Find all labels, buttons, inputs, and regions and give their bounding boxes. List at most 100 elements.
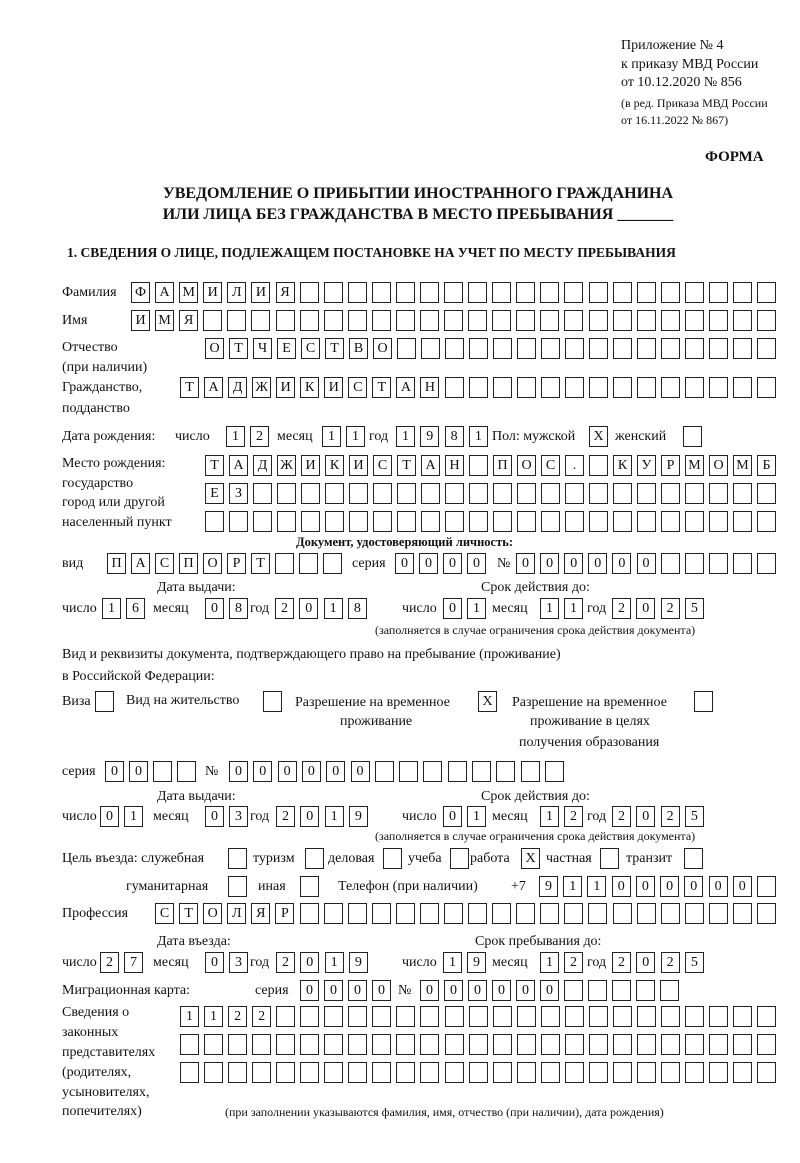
char-cell[interactable] <box>565 511 584 532</box>
char-cell[interactable] <box>588 1006 608 1027</box>
char-cell[interactable] <box>709 338 728 359</box>
char-cell[interactable] <box>299 282 319 303</box>
char-cell[interactable]: С <box>155 903 174 924</box>
char-cell[interactable] <box>347 903 367 924</box>
char-cell[interactable]: 2 <box>275 598 294 619</box>
char-cell[interactable] <box>708 553 728 574</box>
char-cell[interactable]: Т <box>180 377 199 398</box>
char-cell[interactable] <box>373 483 392 504</box>
char-cell[interactable]: 0 <box>636 553 656 574</box>
char-cell[interactable] <box>492 1034 512 1055</box>
char-cell[interactable]: Т <box>397 455 416 476</box>
char-cell[interactable]: П <box>107 553 126 574</box>
char-cell[interactable]: 2 <box>612 598 631 619</box>
char-cell[interactable]: 0 <box>636 598 656 619</box>
char-cell[interactable] <box>324 1006 344 1027</box>
char-cell[interactable]: 2 <box>276 806 295 827</box>
char-cell[interactable] <box>636 1034 656 1055</box>
char-cell[interactable] <box>516 1062 536 1083</box>
char-cell[interactable]: 0 <box>540 980 559 1001</box>
char-cell[interactable]: 0 <box>635 876 655 897</box>
char-cell[interactable]: М <box>155 310 175 331</box>
char-cell[interactable] <box>444 377 464 398</box>
char-cell[interactable] <box>612 1062 632 1083</box>
char-cell[interactable] <box>323 310 343 331</box>
char-cell[interactable] <box>564 310 584 331</box>
checkbox-cell[interactable] <box>228 876 247 897</box>
char-cell[interactable]: И <box>276 377 296 398</box>
char-cell[interactable] <box>444 903 463 924</box>
checkbox-cell[interactable] <box>600 848 619 869</box>
char-cell[interactable]: Я <box>251 903 271 924</box>
char-cell[interactable] <box>612 1006 632 1027</box>
char-cell[interactable]: 1 <box>346 426 365 447</box>
char-cell[interactable] <box>588 1062 608 1083</box>
char-cell[interactable] <box>541 511 560 532</box>
char-cell[interactable]: Б <box>757 455 776 476</box>
char-cell[interactable] <box>444 1034 464 1055</box>
char-cell[interactable]: 0 <box>277 761 297 782</box>
char-cell[interactable] <box>564 1034 584 1055</box>
char-cell[interactable] <box>468 1006 488 1027</box>
char-cell[interactable]: 0 <box>205 598 224 619</box>
char-cell[interactable]: 9 <box>420 426 440 447</box>
char-cell[interactable]: О <box>203 903 223 924</box>
char-cell[interactable] <box>419 282 439 303</box>
char-cell[interactable] <box>300 1034 320 1055</box>
char-cell[interactable] <box>660 1034 680 1055</box>
char-cell[interactable] <box>612 377 632 398</box>
char-cell[interactable] <box>660 980 679 1001</box>
char-cell[interactable] <box>684 553 704 574</box>
char-cell[interactable]: П <box>179 553 198 574</box>
char-cell[interactable]: 3 <box>229 806 248 827</box>
char-cell[interactable]: Н <box>420 377 440 398</box>
char-cell[interactable]: И <box>324 377 344 398</box>
char-cell[interactable]: 1 <box>204 1006 223 1027</box>
char-cell[interactable]: 2 <box>250 426 269 447</box>
char-cell[interactable]: И <box>251 282 271 303</box>
char-cell[interactable] <box>757 338 776 359</box>
char-cell[interactable] <box>685 338 704 359</box>
char-cell[interactable]: В <box>349 338 368 359</box>
char-cell[interactable] <box>685 483 704 504</box>
char-cell[interactable] <box>636 1062 656 1083</box>
char-cell[interactable] <box>468 282 488 303</box>
char-cell[interactable]: П <box>493 455 512 476</box>
char-cell[interactable] <box>395 310 415 331</box>
char-cell[interactable] <box>516 1006 536 1027</box>
char-cell[interactable]: 2 <box>564 806 583 827</box>
char-cell[interactable]: 1 <box>540 806 559 827</box>
char-cell[interactable] <box>277 483 296 504</box>
char-cell[interactable] <box>374 761 394 782</box>
char-cell[interactable] <box>661 338 680 359</box>
char-cell[interactable]: 0 <box>443 806 462 827</box>
char-cell[interactable] <box>516 310 536 331</box>
char-cell[interactable]: 1 <box>443 952 462 973</box>
char-cell[interactable] <box>468 377 488 398</box>
char-cell[interactable]: А <box>396 377 416 398</box>
char-cell[interactable]: 0 <box>516 980 535 1001</box>
char-cell[interactable]: . <box>565 455 584 476</box>
char-cell[interactable]: Ч <box>253 338 272 359</box>
char-cell[interactable] <box>372 1062 392 1083</box>
char-cell[interactable] <box>371 310 391 331</box>
char-cell[interactable]: 3 <box>229 952 248 973</box>
char-cell[interactable]: 8 <box>229 598 248 619</box>
char-cell[interactable] <box>180 1034 199 1055</box>
checkbox-cell[interactable] <box>263 691 282 712</box>
char-cell[interactable]: 1 <box>467 806 486 827</box>
char-cell[interactable] <box>253 483 272 504</box>
char-cell[interactable] <box>275 310 295 331</box>
char-cell[interactable] <box>757 282 776 303</box>
char-cell[interactable] <box>227 310 247 331</box>
char-cell[interactable]: 0 <box>660 876 680 897</box>
char-cell[interactable] <box>276 1062 296 1083</box>
char-cell[interactable]: Т <box>229 338 248 359</box>
char-cell[interactable] <box>564 980 583 1001</box>
char-cell[interactable]: 2 <box>276 952 295 973</box>
char-cell[interactable] <box>396 1062 416 1083</box>
char-cell[interactable] <box>684 282 704 303</box>
char-cell[interactable]: 0 <box>443 553 462 574</box>
checkbox-cell[interactable] <box>684 848 703 869</box>
char-cell[interactable]: Ф <box>131 282 150 303</box>
